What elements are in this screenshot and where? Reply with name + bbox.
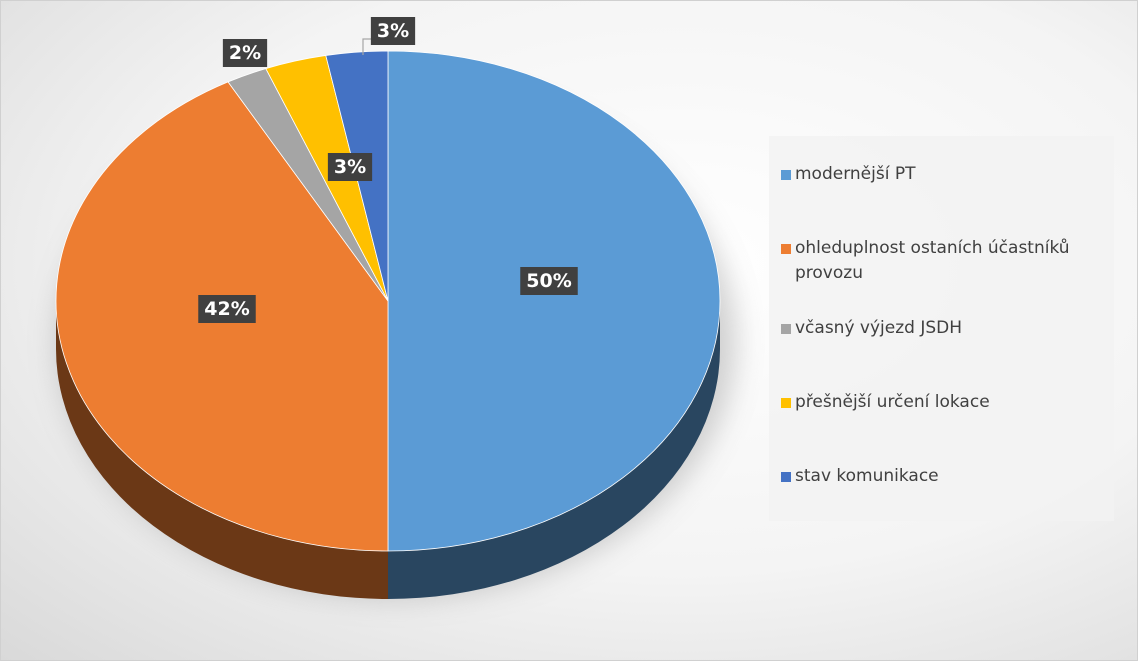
legend-swatch bbox=[781, 170, 791, 180]
pie-slice bbox=[387, 50, 721, 552]
legend-item: stav komunikace bbox=[781, 464, 1106, 538]
data-label: 3% bbox=[377, 20, 409, 42]
data-label: 3% bbox=[334, 156, 366, 178]
data-labels: 50% 42% 2% 3% 3% bbox=[198, 17, 578, 323]
legend-item: ohleduplnost ostaních účastníků provozu bbox=[781, 236, 1106, 316]
legend-swatch bbox=[781, 472, 791, 482]
pie-slices bbox=[55, 50, 721, 552]
data-label-box bbox=[198, 295, 256, 323]
data-label: 50% bbox=[526, 270, 571, 292]
legend-item: včasný výjezd JSDH bbox=[781, 316, 1106, 390]
data-label-box bbox=[370, 17, 416, 45]
slice-side bbox=[388, 301, 720, 599]
data-label-box bbox=[520, 267, 578, 295]
pie-sides bbox=[56, 301, 720, 599]
legend-item: modernější PT bbox=[781, 162, 1106, 236]
data-label: 2% bbox=[229, 42, 261, 64]
legend-swatch bbox=[781, 398, 791, 408]
slice-side bbox=[56, 301, 388, 599]
data-label-box bbox=[327, 153, 373, 181]
leader-line bbox=[362, 38, 373, 55]
legend-label: stav komunikace bbox=[795, 466, 939, 486]
legend-label: přešnější určení lokace bbox=[795, 392, 990, 412]
legend: modernější PT ohleduplnost ostaních účast… bbox=[769, 136, 1114, 521]
legend-label: modernější PT bbox=[795, 164, 916, 184]
legend-label: ohleduplnost ostaních účastníků provozu bbox=[795, 238, 1070, 283]
legend-swatch bbox=[781, 324, 791, 334]
legend-swatch bbox=[781, 244, 791, 254]
data-label: 42% bbox=[204, 298, 249, 320]
data-label-box bbox=[222, 39, 268, 67]
legend-item: přešnější určení lokace bbox=[781, 390, 1106, 464]
legend-label: včasný výjezd JSDH bbox=[795, 318, 963, 338]
